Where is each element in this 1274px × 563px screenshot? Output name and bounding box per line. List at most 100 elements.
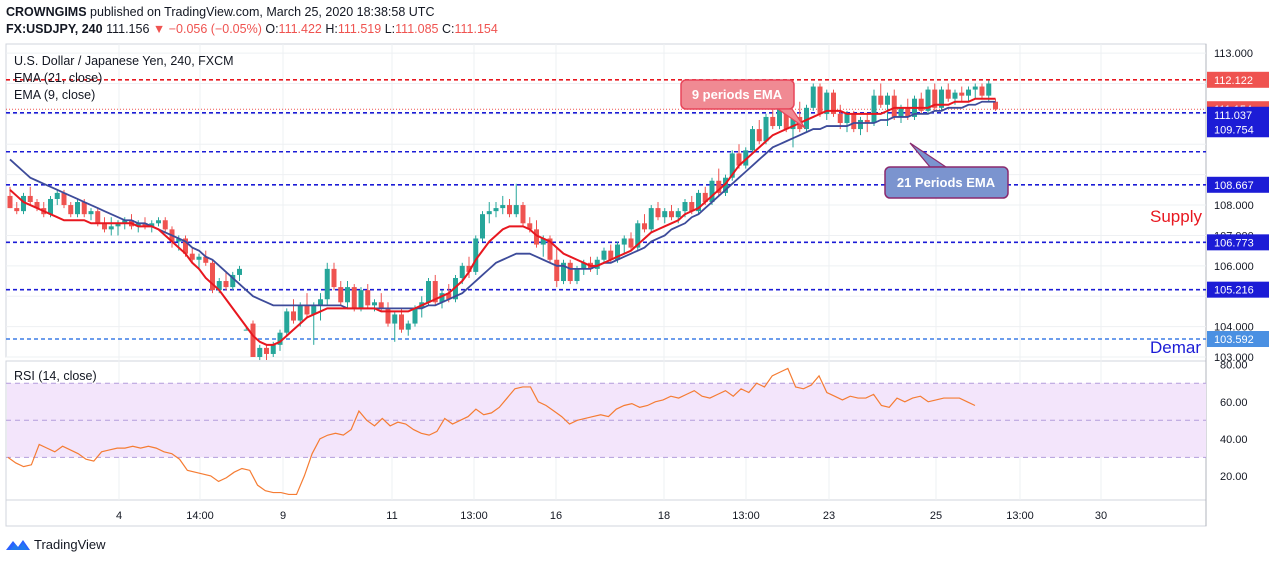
low-label: L: <box>384 22 396 36</box>
time-tick-label: 11 <box>386 510 397 522</box>
candle-body <box>318 299 323 306</box>
candle-body <box>14 208 20 212</box>
candle <box>284 308 290 336</box>
candle <box>756 119 762 145</box>
candle-body <box>68 205 74 215</box>
close-label: C: <box>441 22 455 36</box>
ohlc-header: FX:USDJPY, 240 111.156 ▼ −0.056 (−0.05%)… <box>6 22 498 36</box>
candle <box>453 274 458 303</box>
low-value: 111.085 <box>395 22 439 36</box>
candle <box>716 168 722 196</box>
candle <box>21 192 26 215</box>
tradingview-logo-icon <box>6 538 30 552</box>
candle-body <box>338 287 344 303</box>
candle <box>648 205 654 233</box>
candle-body <box>88 211 94 215</box>
time-tick-label: 4 <box>116 510 122 522</box>
legend-ema21[interactable]: EMA (21, close) <box>14 71 103 85</box>
price-tick-label: 113.000 <box>1214 48 1253 60</box>
ema21-callout-text: 21 Periods EMA <box>897 175 996 190</box>
candle-body <box>243 329 249 331</box>
candle <box>486 202 492 224</box>
candle-body <box>979 86 985 96</box>
candle <box>473 235 479 275</box>
candle <box>493 202 499 218</box>
price-axis-label-text: 106.773 <box>1214 237 1254 249</box>
price-tick-label: 106.000 <box>1214 261 1254 273</box>
candle-body <box>723 177 728 193</box>
ema21-line <box>9 100 996 310</box>
price-axis-label-text: 112.122 <box>1214 75 1253 87</box>
publisher-name: CROWNGIMS <box>6 5 87 19</box>
candle-body <box>210 262 215 291</box>
candle <box>203 250 209 266</box>
candle <box>331 262 337 291</box>
candle-body <box>439 293 445 303</box>
candle-body <box>264 347 269 354</box>
candle-body <box>426 281 431 303</box>
candle <box>399 308 404 333</box>
candle <box>264 344 269 361</box>
candle-body <box>574 268 580 282</box>
candle-body <box>162 220 168 230</box>
candle <box>513 183 519 218</box>
candle-body <box>729 153 735 178</box>
symbol-label: FX:USDJPY, 240 <box>6 22 103 36</box>
candle-body <box>7 195 13 209</box>
candle-body <box>81 202 87 215</box>
candle-body <box>844 113 850 124</box>
candle <box>230 271 236 291</box>
price-axis-label-bg <box>1207 121 1269 138</box>
candle-body <box>135 223 141 227</box>
candle-body <box>554 259 560 282</box>
candle-body <box>48 198 53 215</box>
price-axis-label-bg <box>1207 281 1269 298</box>
candle <box>439 290 445 309</box>
candle-body <box>648 208 654 230</box>
candle-body <box>237 268 242 275</box>
candle <box>817 83 823 117</box>
candle-body <box>513 205 519 215</box>
candle <box>763 113 769 145</box>
candle-body <box>635 223 641 248</box>
candle-body <box>905 107 911 117</box>
ema9-callout-text: 9 periods EMA <box>692 87 783 102</box>
legend-ema9[interactable]: EMA (9, close) <box>14 88 96 102</box>
candle <box>405 320 411 336</box>
price-pane <box>5 43 1207 358</box>
legend-rsi[interactable]: RSI (14, close) <box>14 369 97 383</box>
price-axis-label: 103.592 <box>1207 331 1269 348</box>
candle-body <box>520 205 526 224</box>
candle-body <box>858 119 863 130</box>
close-value: 111.154 <box>454 22 498 36</box>
candle <box>210 259 215 294</box>
candle-body <box>702 192 708 203</box>
footer: TradingView <box>6 537 106 552</box>
time-tick-label: 13:00 <box>732 510 760 522</box>
candle-body <box>675 211 681 218</box>
ema9-callout-box <box>680 79 795 110</box>
candle-body <box>405 323 411 330</box>
candle-body <box>473 238 479 272</box>
publish-info: published on TradingView.com, March 25, … <box>90 5 435 19</box>
candle-body <box>655 208 661 218</box>
candle-body <box>102 223 107 230</box>
candle-body <box>810 86 816 108</box>
candle <box>507 198 512 218</box>
open-value: 111.422 <box>278 22 322 36</box>
candle <box>14 202 20 215</box>
price-axis-label-text: 105.216 <box>1214 285 1254 297</box>
candle-body <box>176 238 182 242</box>
candle-body <box>918 98 924 111</box>
candle <box>500 195 506 215</box>
legend-title: U.S. Dollar / Japanese Yen, 240, FXCM <box>14 54 234 68</box>
candle <box>628 232 634 251</box>
candle-body <box>270 344 276 354</box>
candle <box>237 265 242 282</box>
candle-body <box>304 305 310 315</box>
candle-body <box>27 195 33 203</box>
rsi-tick-label: 40.00 <box>1220 434 1248 446</box>
candle-body <box>540 238 546 245</box>
candle <box>351 284 357 312</box>
